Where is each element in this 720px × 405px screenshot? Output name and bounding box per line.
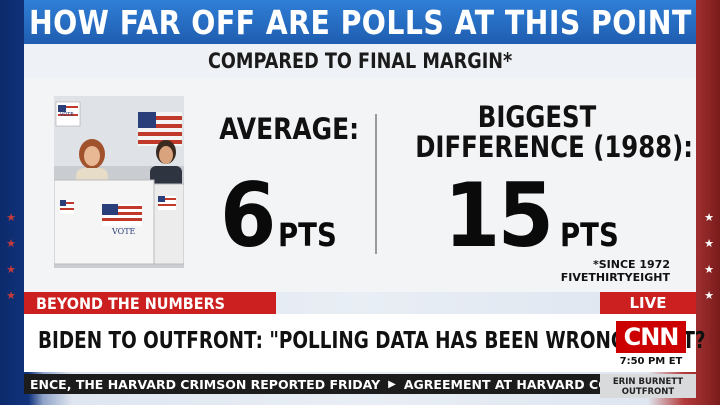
decorative-stars-left: ★ ★ ★ ★ <box>6 212 16 302</box>
biggest-unit: PTS <box>560 216 620 254</box>
stats-card: VOTE VOTE AVERAGE: 6 PTS BIGGEST DIFFEREN… <box>24 78 696 292</box>
source-footnote: *SINCE 1972 FIVETHIRTYEIGHT <box>561 258 670 284</box>
voting-booth-illustration: VOTE VOTE <box>54 96 184 268</box>
ticker-item: ENCE, THE HARVARD CRIMSON REPORTED FRIDA… <box>30 376 381 392</box>
booth-sign-small: VOTE <box>60 112 73 118</box>
graphic-subtitle: COMPARED TO FINAL MARGIN* <box>207 49 513 73</box>
ticker-separator-icon: ▶ <box>388 378 396 390</box>
average-number: 6 <box>220 164 276 267</box>
lower-third-bar: BIDEN TO OUTFRONT: "POLLING DATA HAS BEE… <box>24 314 706 372</box>
graphic-title: HOW FAR OFF ARE POLLS AT THIS POINT <box>28 2 692 42</box>
ticker-item: AGREEMENT AT HARVARD COMES <box>403 376 600 392</box>
footnote-since: *SINCE 1972 <box>592 258 670 271</box>
voting-booth-photo: VOTE VOTE <box>54 96 184 268</box>
average-label: AVERAGE: <box>219 112 360 146</box>
biggest-number: 15 <box>444 164 554 267</box>
section-tag: BEYOND THE NUMBERS <box>24 292 276 314</box>
chyron-headline-text: BIDEN TO OUTFRONT: "POLLING DATA HAS BEE… <box>38 328 706 354</box>
show-name-line2: OUTFRONT <box>621 387 675 397</box>
footnote-source: FIVETHIRTYEIGHT <box>560 271 670 284</box>
news-ticker: ENCE, THE HARVARD CRIMSON REPORTED FRIDA… <box>24 374 600 394</box>
cnn-logo: CNN <box>616 321 686 353</box>
average-value: 6 PTS <box>220 164 370 267</box>
chyron-headline: BIDEN TO OUTFRONT: "POLLING DATA HAS BEE… <box>38 328 706 354</box>
subtitle-banner: COMPARED TO FINAL MARGIN* <box>24 44 696 78</box>
broadcast-clock: 7:50 PM ET <box>619 356 683 367</box>
biggest-label-line2: DIFFERENCE (1988): <box>415 130 694 164</box>
booth-sign-vote: VOTE <box>111 227 136 236</box>
decorative-stars-right: ★ ★ ★ ★ <box>704 212 714 302</box>
average-unit: PTS <box>278 216 337 254</box>
biggest-difference-value: 15 PTS <box>444 164 654 267</box>
show-name-box: ERIN BURNETT OUTFRONT <box>600 374 696 398</box>
title-banner: HOW FAR OFF ARE POLLS AT THIS POINT <box>24 0 696 44</box>
biggest-label-line1: BIGGEST <box>477 100 597 134</box>
stats-divider <box>375 114 377 254</box>
show-name-line1: ERIN BURNETT <box>612 377 684 387</box>
live-badge: LIVE <box>600 292 696 314</box>
section-tag-label: BEYOND THE NUMBERS <box>36 293 226 313</box>
biggest-difference-label: BIGGEST DIFFERENCE (1988): <box>392 100 694 164</box>
